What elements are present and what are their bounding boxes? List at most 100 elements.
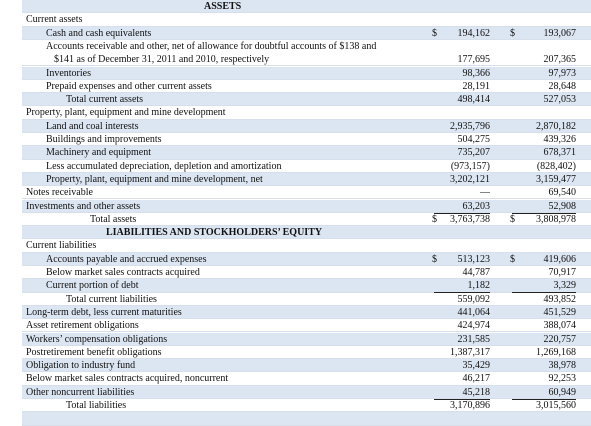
value-2010: 451,529 — [543, 306, 577, 318]
table-row: Property, plant, equipment and mine deve… — [22, 106, 591, 120]
row-label: Cash and cash equivalents — [46, 27, 152, 39]
row-label: Current assets — [26, 14, 83, 26]
row-label: Property, plant, equipment and mine deve… — [26, 107, 226, 119]
value-2011: 98,366 — [462, 67, 491, 79]
value-2011: 498,414 — [457, 94, 491, 106]
value-2010: 3,159,477 — [536, 173, 576, 185]
value-2011: 1,387,317 — [450, 346, 490, 358]
table-row: Total assets $3,763,738 $3,808,978 — [22, 213, 591, 229]
row-label: Less accumulated depreciation, depletion… — [46, 160, 282, 172]
row-label: Land and coal interests — [46, 120, 139, 132]
value-2011: 735,207 — [457, 147, 491, 159]
table-row: Land and coal interests 2,935,796 2,870,18… — [22, 119, 591, 133]
table-row: Current assets — [22, 13, 591, 27]
value-2011: 504,275 — [457, 134, 491, 145]
table-row: Accounts payable and accrued expenses $51… — [22, 252, 591, 266]
row-label: Total assets — [90, 213, 137, 225]
value-2010: 527,053 — [543, 94, 577, 106]
table-row: $141 as of December 31, 2011 and 2010, r… — [22, 53, 591, 67]
value-2011: 559,092 — [457, 293, 491, 305]
value-2011: 3,202,121 — [450, 173, 490, 185]
row-label: Accounts receivable and other, net of al… — [46, 40, 377, 52]
row-label: Below market sales contracts acquired — [46, 267, 200, 278]
value-2010: 38,978 — [548, 360, 577, 372]
value-2011: 45,218 — [434, 386, 490, 400]
value-2010: 92,253 — [548, 373, 577, 385]
section-title: LIABILITIES AND STOCKHOLDERS’ EQUITY — [106, 227, 323, 239]
value-2010: 69,540 — [548, 187, 577, 199]
row-label: Notes receivable — [26, 187, 93, 199]
row-label: Long-term debt, less current maturities — [26, 306, 182, 318]
value-2010: 439,326 — [543, 134, 577, 145]
table-row: ASSETS — [22, 0, 591, 14]
table-row: Long-term debt, less current maturities 4… — [22, 305, 591, 320]
table-row: Investments and other assets 63,203 52,908 — [22, 199, 591, 214]
currency: $ — [510, 27, 515, 39]
table-row: Current portion of debt 1,182 3,329 — [22, 279, 591, 294]
value-2011: 44,787 — [462, 267, 491, 278]
value-2011: 513,123 — [457, 253, 491, 265]
table-row: Total liabilities 3,170,896 3,015,560 — [22, 399, 591, 413]
row-label: Below market sales contracts acquired, n… — [26, 373, 229, 385]
row-label: Obligation to industry fund — [26, 360, 136, 372]
row-label: Total current assets — [66, 94, 144, 106]
table-row: Other noncurrent liabilities 45,218 60,949 — [22, 385, 591, 400]
table-row: Postretirement benefit obligations 1,387,… — [22, 346, 591, 360]
row-label: Current liabilities — [26, 240, 97, 252]
row-label: $141 as of December 31, 2011 and 2010, r… — [54, 54, 270, 66]
value-2011: 441,064 — [457, 306, 491, 318]
row-label: Investments and other assets — [26, 200, 141, 212]
value-2010: 97,973 — [548, 67, 577, 79]
table-row: Workers’ compensation obligations 231,585… — [22, 332, 591, 346]
row-label: Workers’ compensation obligations — [26, 333, 168, 345]
row-label: Total liabilities — [66, 400, 127, 411]
value-2010: 419,606 — [543, 253, 577, 265]
value-2010: (828,402) — [512, 160, 576, 174]
value-2010: 207,365 — [543, 54, 577, 66]
value-2010: 220,757 — [543, 333, 577, 345]
table-row: Cash and cash equivalents $194,162 $193,06… — [22, 26, 591, 40]
table-row: Notes receivable — 69,540 — [22, 186, 591, 200]
value-2010: 678,371 — [543, 147, 577, 159]
value-2011: 194,162 — [457, 27, 491, 39]
currency: $ — [510, 213, 515, 225]
row-label: Current portion of debt — [46, 280, 139, 292]
value-2011: 35,429 — [462, 360, 491, 372]
value-2010: 3,329 — [512, 279, 576, 294]
row-label: Buildings and improvements — [46, 134, 162, 145]
table-row: Asset retirement obligations 424,974 388,0… — [22, 319, 591, 333]
row-label: Prepaid expenses and other current asset… — [46, 80, 212, 92]
value-2010: 3,015,560 — [536, 400, 576, 411]
table-row: Buildings and improvements 504,275 439,326 — [22, 133, 591, 147]
value-2010: 2,870,182 — [536, 120, 576, 132]
table-row: Property, plant, equipment and mine deve… — [22, 172, 591, 187]
table-row: Total current liabilities 559,092 493,852 — [22, 293, 591, 306]
value-2011: 231,585 — [457, 333, 491, 345]
value-2011: 177,695 — [457, 54, 491, 66]
value-2011: 28,191 — [434, 80, 490, 94]
table-row: Obligation to industry fund 35,429 38,978 — [22, 359, 591, 373]
currency: $ — [510, 253, 515, 265]
currency: $ — [432, 27, 437, 39]
row-label: Other noncurrent liabilities — [26, 386, 135, 398]
value-2011: 1,182 — [434, 279, 490, 294]
value-2011: — — [480, 187, 490, 199]
table-row: Prepaid expenses and other current asset… — [22, 80, 591, 94]
row-label: Total current liabilities — [66, 293, 157, 305]
value-2011: 424,974 — [457, 320, 491, 332]
table-row: LIABILITIES AND STOCKHOLDERS’ EQUITY — [22, 226, 591, 240]
value-2011: (973,157) — [434, 160, 490, 174]
row-label: Property, plant, equipment and mine deve… — [46, 173, 263, 185]
row-label: Postretirement benefit obligations — [26, 346, 162, 358]
row-label: Accounts payable and accrued expenses — [46, 253, 207, 265]
section-title: ASSETS — [204, 1, 242, 12]
table-row: Accounts receivable and other, net of al… — [22, 40, 591, 53]
value-2010: 193,067 — [543, 27, 577, 39]
table-row: Total current assets 498,414 527,053 — [22, 93, 591, 107]
value-2010: 28,648 — [512, 80, 576, 94]
value-2011: 63,203 — [434, 200, 490, 214]
row-label: Machinery and equipment — [46, 147, 151, 159]
table-row: Current liabilities — [22, 239, 591, 253]
table-row: Machinery and equipment 735,207 678,371 — [22, 146, 591, 160]
